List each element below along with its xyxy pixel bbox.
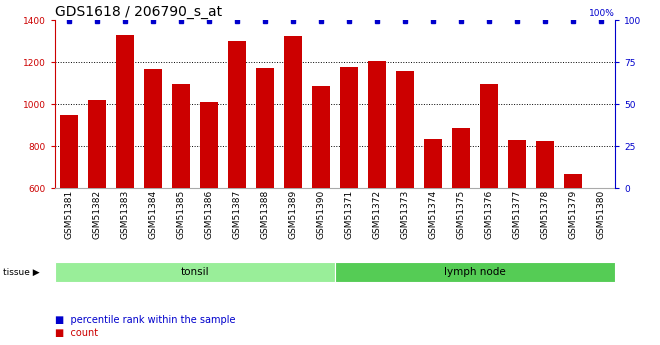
Bar — [200, 102, 218, 188]
Bar — [508, 140, 526, 188]
Text: tissue ▶: tissue ▶ — [3, 267, 40, 276]
Text: 100%: 100% — [589, 9, 615, 18]
Text: ■  count: ■ count — [55, 328, 98, 338]
Text: ■  percentile rank within the sample: ■ percentile rank within the sample — [55, 315, 236, 325]
Bar — [60, 115, 78, 188]
Bar — [256, 68, 274, 188]
Bar — [452, 128, 470, 188]
Bar — [312, 86, 330, 188]
Bar — [284, 36, 302, 188]
Text: tonsil: tonsil — [181, 267, 209, 277]
Bar — [424, 139, 442, 188]
Bar — [88, 100, 106, 188]
Bar — [396, 71, 414, 188]
Bar — [536, 141, 554, 188]
Text: GDS1618 / 206790_s_at: GDS1618 / 206790_s_at — [55, 5, 222, 19]
Bar — [480, 84, 498, 188]
Bar — [564, 174, 582, 188]
Bar — [55, 262, 335, 282]
Bar — [335, 262, 615, 282]
Bar — [116, 35, 134, 188]
Bar — [228, 41, 246, 188]
Bar — [172, 84, 190, 188]
Text: lymph node: lymph node — [444, 267, 506, 277]
Bar — [368, 61, 386, 188]
Bar — [340, 67, 358, 188]
Bar — [144, 69, 162, 188]
